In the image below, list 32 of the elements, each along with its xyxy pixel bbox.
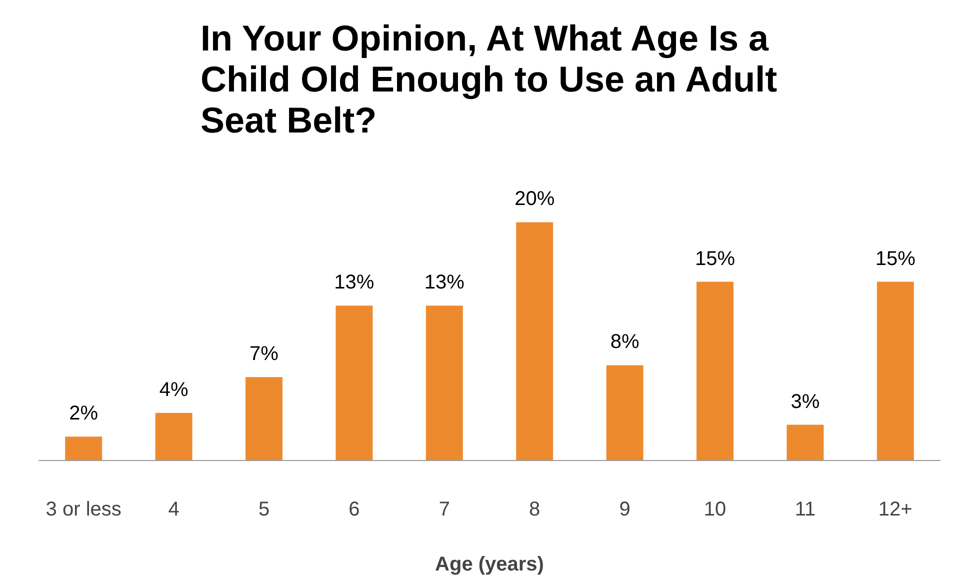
- x-tick-label: 11: [794, 498, 816, 520]
- bar: [426, 306, 463, 460]
- chart-title: In Your Opinion, At What Age Is a Child Old Enough to Use an Adult Seat Belt?: [200, 18, 778, 140]
- x-tick-label: 8: [529, 498, 540, 520]
- x-tick-label: 5: [258, 498, 270, 520]
- data-label: 20%: [514, 188, 555, 210]
- x-tick-label: 10: [704, 498, 726, 520]
- x-tick-label: 4: [168, 498, 180, 520]
- data-label: 8%: [610, 331, 640, 354]
- bar: [246, 377, 282, 460]
- x-tick-label: 6: [348, 498, 360, 520]
- data-label: 4%: [159, 378, 188, 401]
- data-label: 13%: [424, 272, 465, 294]
- bar: [876, 282, 914, 460]
- bar: [65, 436, 102, 460]
- x-tick-label: 12+: [878, 498, 912, 520]
- x-axis-title: Age (years): [435, 554, 544, 576]
- x-tick-label: 3 or less: [46, 498, 122, 520]
- bar: [155, 412, 192, 460]
- x-tick-label: 9: [619, 498, 630, 520]
- bar: [606, 365, 644, 460]
- data-label: 15%: [694, 248, 736, 270]
- x-tick-label: 7: [438, 498, 450, 520]
- data-label: 15%: [875, 248, 916, 270]
- bar: [336, 306, 373, 460]
- data-label: 2%: [69, 402, 98, 425]
- data-label: 7%: [250, 343, 279, 366]
- data-label: 13%: [334, 272, 374, 294]
- bar: [516, 222, 554, 460]
- bar: [696, 282, 734, 460]
- data-label: 3%: [790, 390, 820, 413]
- bar: [786, 424, 824, 460]
